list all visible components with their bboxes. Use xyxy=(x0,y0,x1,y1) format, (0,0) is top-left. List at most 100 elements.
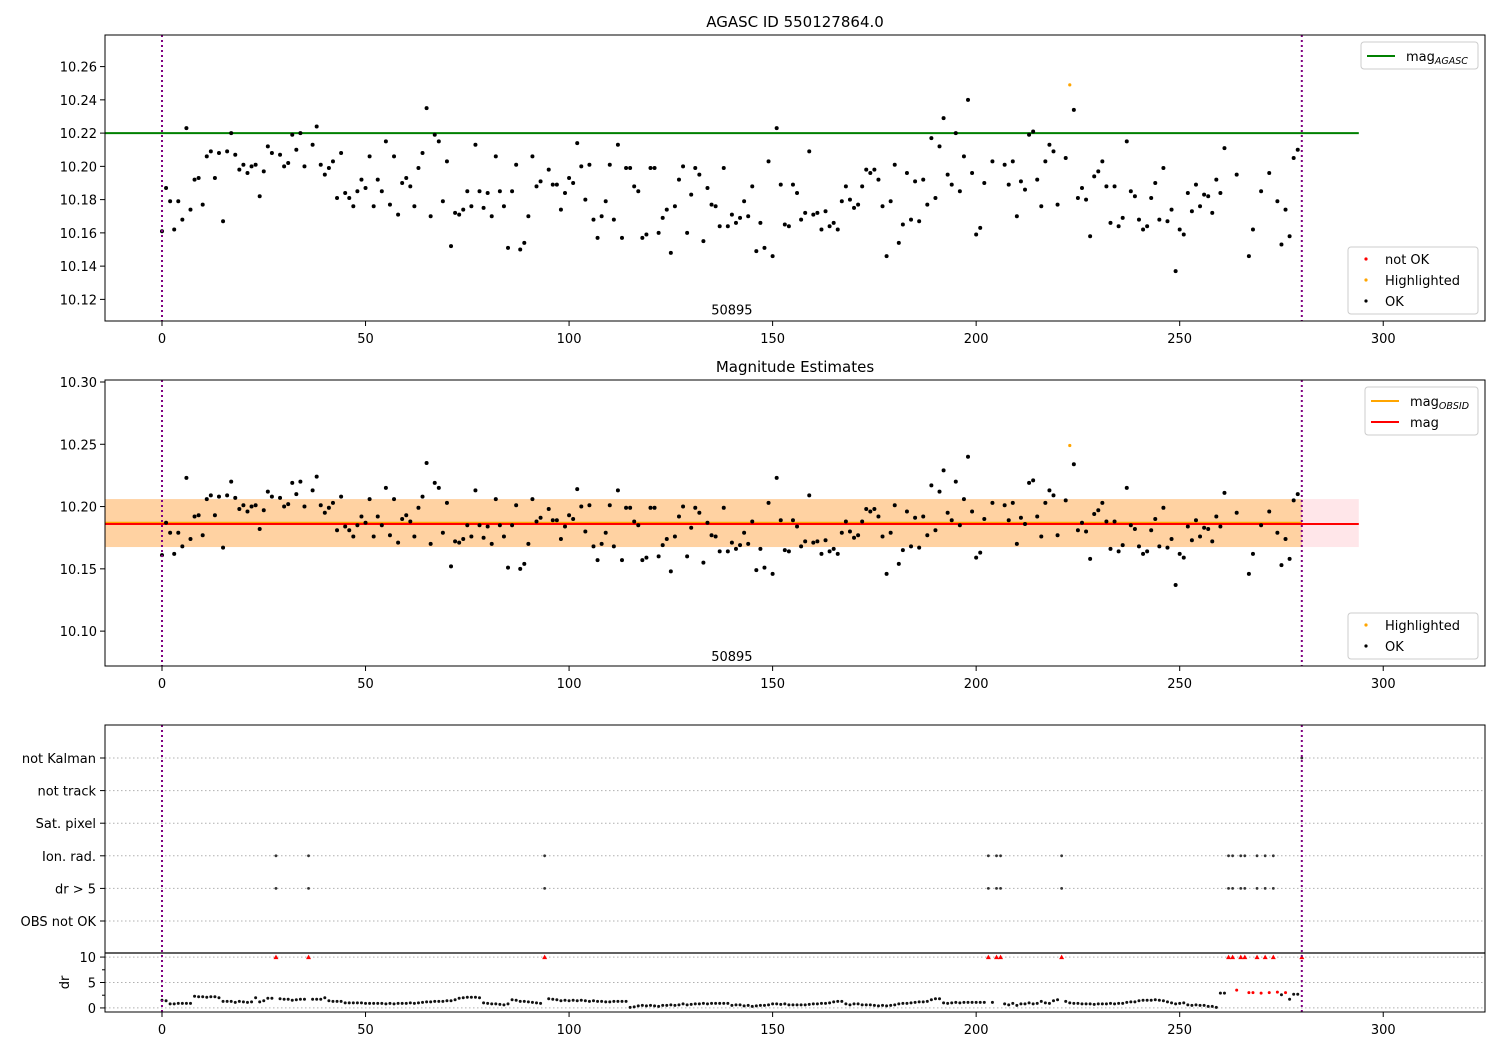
dr-point xyxy=(225,999,229,1003)
ok-point xyxy=(636,523,641,528)
y-tick-label: 10.14 xyxy=(60,260,97,275)
ok-point xyxy=(400,180,405,185)
ok-point xyxy=(436,139,441,144)
ok-point xyxy=(261,169,266,174)
ok-point xyxy=(640,558,645,563)
ok-point xyxy=(913,179,918,184)
ok-point xyxy=(782,222,787,227)
ok-point xyxy=(827,224,832,229)
flag-point xyxy=(274,887,278,890)
dr-not-ok-point xyxy=(1251,991,1255,995)
dr-point xyxy=(1279,993,1283,997)
ok-point xyxy=(921,177,926,182)
ok-point xyxy=(501,534,506,539)
ok-point xyxy=(856,202,861,207)
ok-point xyxy=(786,549,791,554)
dr-point xyxy=(302,997,306,1001)
ok-point xyxy=(770,571,775,576)
ok-point xyxy=(689,525,694,530)
ok-point xyxy=(1100,500,1105,505)
ok-point xyxy=(1185,524,1190,529)
dr-point xyxy=(872,1003,876,1007)
ok-point xyxy=(518,247,523,252)
x-tick-label: 150 xyxy=(760,677,785,692)
ok-point xyxy=(1169,207,1174,212)
dr-point xyxy=(1174,1002,1178,1006)
flag-point xyxy=(1227,854,1230,858)
dr-point xyxy=(697,1002,701,1006)
dr-point xyxy=(803,1003,807,1007)
ok-point xyxy=(681,164,686,169)
ok-point xyxy=(888,530,893,535)
dr-point xyxy=(461,996,465,1000)
ok-point xyxy=(282,164,287,169)
ok-point xyxy=(1141,227,1146,232)
dr-clipped-marker xyxy=(1270,954,1276,960)
ok-point xyxy=(550,518,555,523)
ok-point xyxy=(1250,227,1255,232)
ok-point xyxy=(721,166,726,171)
dr-point xyxy=(583,999,587,1003)
ok-point xyxy=(619,235,624,240)
ok-point xyxy=(453,210,458,215)
dr-point xyxy=(657,1004,661,1008)
ok-point xyxy=(754,568,759,573)
ok-point xyxy=(351,204,356,209)
ok-point xyxy=(180,217,185,222)
dr-not-ok-point xyxy=(1275,990,1279,994)
ok-point xyxy=(636,189,641,194)
dr-point xyxy=(1092,1002,1096,1006)
dr-point xyxy=(685,1003,689,1007)
ok-point xyxy=(1116,224,1121,229)
ok-point xyxy=(237,167,242,172)
ok-point xyxy=(1153,517,1158,522)
dr-point xyxy=(368,1001,372,1005)
dr-point xyxy=(1104,1002,1108,1006)
obsid-label: 50895 xyxy=(711,650,752,665)
ok-point xyxy=(1035,514,1040,519)
ok-point xyxy=(1275,199,1280,204)
ok-point xyxy=(689,192,694,197)
x-tick-label: 0 xyxy=(158,1023,166,1038)
legend-label: not OK xyxy=(1385,253,1430,268)
ok-point xyxy=(693,166,698,171)
ok-point xyxy=(359,514,364,519)
ok-point xyxy=(216,151,221,156)
ok-point xyxy=(212,176,217,180)
ok-point xyxy=(180,544,185,549)
ok-point xyxy=(786,224,791,229)
ok-point xyxy=(546,507,551,512)
dr-point xyxy=(1190,1003,1194,1007)
ok-point xyxy=(522,240,527,245)
dr-point xyxy=(1141,998,1145,1002)
dr-point xyxy=(486,1001,490,1005)
dr-point xyxy=(567,999,571,1003)
dr-point xyxy=(254,996,258,1000)
dr-point xyxy=(1023,1002,1027,1006)
ok-point xyxy=(587,162,592,167)
ok-point xyxy=(1149,195,1154,200)
y-tick-label: 10.10 xyxy=(60,625,97,640)
flag-category-label: OBS not OK xyxy=(21,915,97,930)
ok-point xyxy=(554,182,559,187)
ok-point xyxy=(966,97,971,102)
ok-point xyxy=(990,500,995,505)
ok-point xyxy=(233,495,238,500)
ok-point xyxy=(1047,142,1052,147)
ok-point xyxy=(697,510,702,515)
dr-point xyxy=(966,1000,970,1004)
ok-point xyxy=(579,164,584,169)
dr-point xyxy=(1100,1002,1104,1006)
ok-point xyxy=(782,548,787,553)
dr-point xyxy=(1047,1001,1051,1005)
ok-point xyxy=(1210,210,1215,215)
ok-point xyxy=(966,454,971,459)
ok-point xyxy=(176,199,181,204)
ok-point xyxy=(1157,217,1162,222)
ok-point xyxy=(839,199,844,204)
ok-point xyxy=(1043,159,1048,164)
ok-point xyxy=(265,489,270,494)
ok-point xyxy=(241,503,246,508)
dr-point xyxy=(1178,1001,1182,1005)
